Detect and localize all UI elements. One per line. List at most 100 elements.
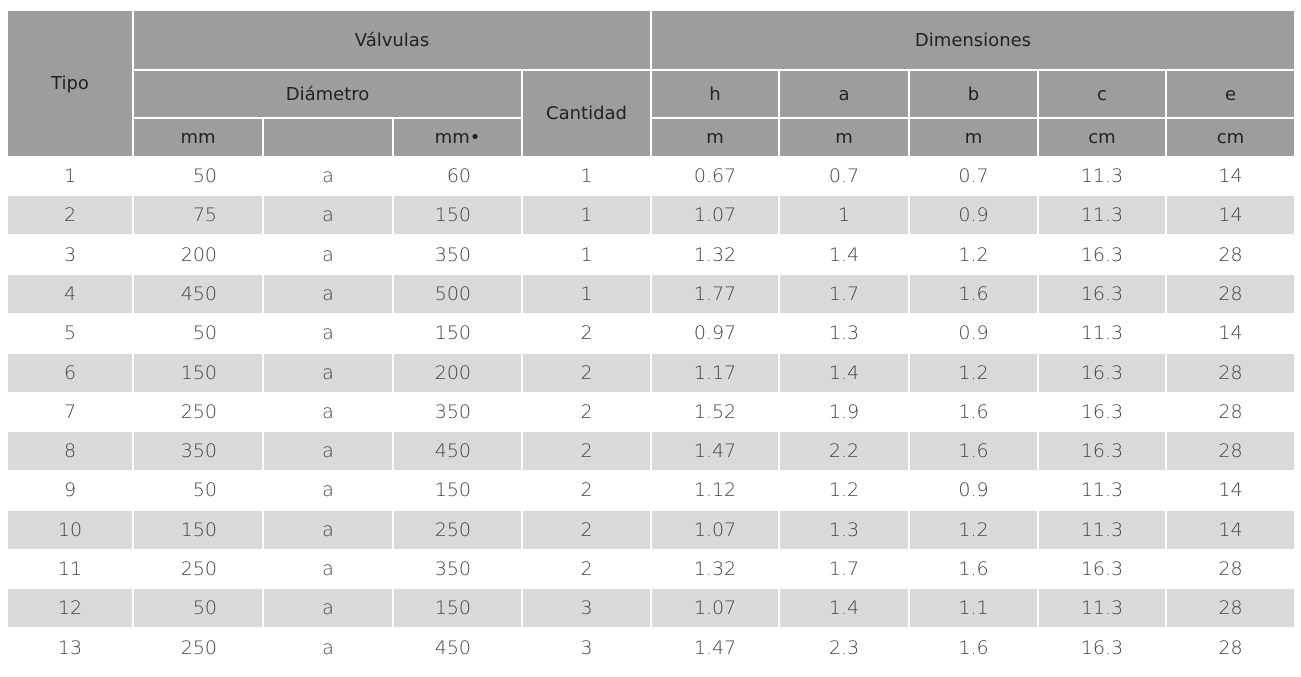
table-cell: 2 — [522, 432, 651, 471]
unit-cell — [263, 118, 393, 157]
table-cell: a — [263, 196, 393, 235]
table-cell: 28 — [1166, 274, 1295, 313]
table-cell: 1.2 — [909, 510, 1038, 549]
table-cell: 16.3 — [1038, 392, 1166, 431]
table-cell: 150 — [393, 589, 522, 628]
table-cell: 2.3 — [779, 628, 909, 667]
table-cell: 1.6 — [909, 274, 1038, 313]
unit-cell: mm• — [393, 118, 522, 157]
header-cell: c — [1038, 70, 1166, 118]
table-cell: 450 — [133, 274, 263, 313]
table-cell: 50 — [133, 589, 263, 628]
table-cell: 1.9 — [779, 392, 909, 431]
table-cell: 50 — [133, 471, 263, 510]
table-cell: 1.47 — [651, 432, 779, 471]
table-cell: 16.3 — [1038, 628, 1166, 667]
table-cell: 1.07 — [651, 196, 779, 235]
header-cell: b — [909, 70, 1038, 118]
table-cell: 1.4 — [779, 235, 909, 274]
table-cell: 0.9 — [909, 471, 1038, 510]
table-cell: 150 — [133, 353, 263, 392]
table-cell: a — [263, 432, 393, 471]
table-cell: a — [263, 471, 393, 510]
table-cell: 28 — [1166, 353, 1295, 392]
table-cell: 250 — [393, 510, 522, 549]
table-cell: 11.3 — [1038, 157, 1166, 195]
table-cell: 11.3 — [1038, 471, 1166, 510]
table-cell: 3 — [7, 235, 133, 274]
table-cell: 1.12 — [651, 471, 779, 510]
table-cell: 0.97 — [651, 314, 779, 353]
header-cell: h — [651, 70, 779, 118]
table-cell: 16.3 — [1038, 235, 1166, 274]
table-cell: 1.52 — [651, 392, 779, 431]
table-cell: 0.9 — [909, 196, 1038, 235]
table-cell: a — [263, 353, 393, 392]
table-cell: 16.3 — [1038, 432, 1166, 471]
table-cell: 150 — [393, 314, 522, 353]
table-cell: 2 — [522, 510, 651, 549]
header-cell: e — [1166, 70, 1295, 118]
header-cell: Cantidad — [522, 70, 651, 157]
table-cell: 1.3 — [779, 510, 909, 549]
header-cell: a — [779, 70, 909, 118]
table-cell: 28 — [1166, 392, 1295, 431]
table-cell: 450 — [393, 432, 522, 471]
table-cell: 9 — [7, 471, 133, 510]
table-cell: 0.7 — [909, 157, 1038, 195]
table-cell: 450 — [393, 628, 522, 667]
table-cell: 350 — [393, 392, 522, 431]
table-cell: 1 — [7, 157, 133, 195]
table-cell: 0.9 — [909, 314, 1038, 353]
table-cell: 150 — [393, 196, 522, 235]
table-cell: 2 — [522, 353, 651, 392]
table-cell: 1.2 — [909, 235, 1038, 274]
table-cell: 2 — [522, 550, 651, 588]
table-cell: 1 — [522, 157, 651, 195]
table-cell: a — [263, 235, 393, 274]
table-cell: 1.6 — [909, 550, 1038, 588]
table-cell: 7 — [7, 392, 133, 431]
table-cell: 1.17 — [651, 353, 779, 392]
table-cell: 1.4 — [779, 589, 909, 628]
unit-cell: m — [651, 118, 779, 157]
table-cell: 14 — [1166, 510, 1295, 549]
table-cell: 500 — [393, 274, 522, 313]
table-cell: 50 — [133, 314, 263, 353]
table-cell: 2.2 — [779, 432, 909, 471]
table-cell: 60 — [393, 157, 522, 195]
table-cell: a — [263, 274, 393, 313]
table-cell: a — [263, 157, 393, 195]
table-cell: 350 — [393, 235, 522, 274]
table-cell: 10 — [7, 510, 133, 549]
table-cell: 4 — [7, 274, 133, 313]
table-cell: 16.3 — [1038, 274, 1166, 313]
unit-cell: cm — [1166, 118, 1295, 157]
table-cell: 250 — [133, 628, 263, 667]
table-cell: 14 — [1166, 314, 1295, 353]
table-cell: 1.7 — [779, 274, 909, 313]
header-cell: Dimensiones — [651, 10, 1295, 70]
table-cell: 11 — [7, 550, 133, 588]
table-cell: 1 — [522, 274, 651, 313]
table-cell: 8 — [7, 432, 133, 471]
table-cell: 11.3 — [1038, 314, 1166, 353]
table-cell: a — [263, 510, 393, 549]
table-cell: 1.32 — [651, 235, 779, 274]
table-cell: 200 — [393, 353, 522, 392]
table-cell: a — [263, 628, 393, 667]
table-cell: a — [263, 392, 393, 431]
table-cell: 1.6 — [909, 628, 1038, 667]
table-cell: 14 — [1166, 471, 1295, 510]
table-cell: 1.6 — [909, 392, 1038, 431]
header-cell: Tipo — [7, 10, 133, 157]
table-cell: 11.3 — [1038, 196, 1166, 235]
table-cell: 1.77 — [651, 274, 779, 313]
table-cell: 1 — [522, 235, 651, 274]
table-cell: 0.67 — [651, 157, 779, 195]
table-cell: 14 — [1166, 196, 1295, 235]
table-cell: 200 — [133, 235, 263, 274]
table-cell: 150 — [393, 471, 522, 510]
table-cell: 28 — [1166, 432, 1295, 471]
